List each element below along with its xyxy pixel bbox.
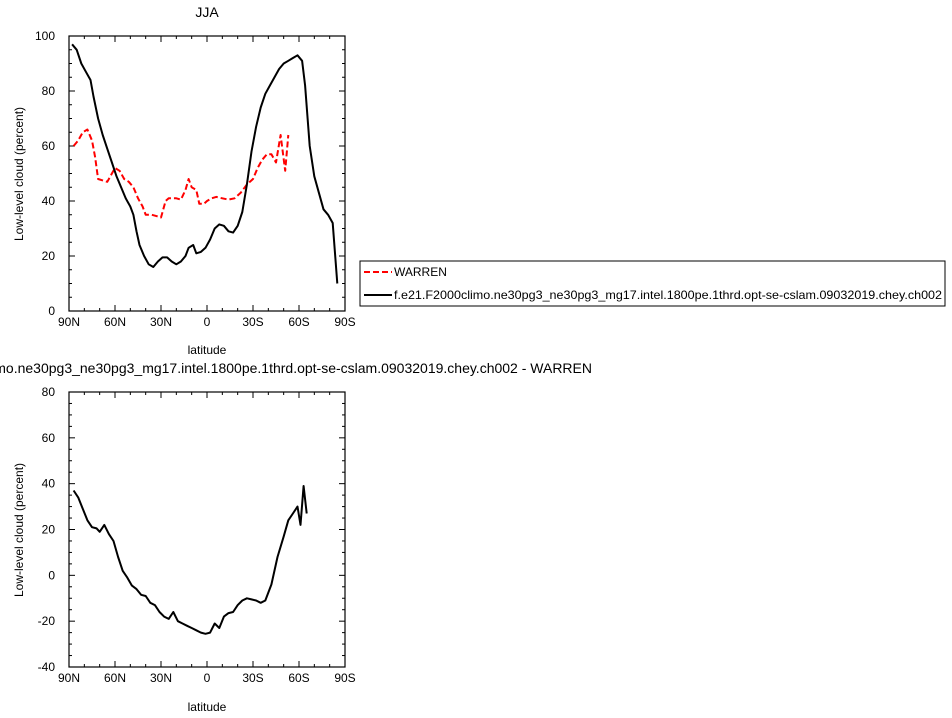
bottom-series-line-0 xyxy=(72,485,308,635)
bottom-x-tick-label: 30N xyxy=(150,671,172,685)
top-series-line-1 xyxy=(71,43,339,284)
top-plot-frame xyxy=(68,35,346,312)
top-y-tick-label: 80 xyxy=(42,84,56,98)
legend-label-warren: WARREN xyxy=(394,265,447,279)
top-x-tick-label: 0 xyxy=(204,315,211,329)
bottom-x-tick-label: 90S xyxy=(334,671,355,685)
top-y-tick-label: 100 xyxy=(35,29,55,43)
top-x-tick-label: 90N xyxy=(58,315,80,329)
top-y-axis-label: Low-level cloud (percent) xyxy=(12,107,26,241)
top-series-line-0 xyxy=(72,128,290,219)
bottom-x-tick-label: 30S xyxy=(242,671,263,685)
bottom-y-axis-label: Low-level cloud (percent) xyxy=(12,463,26,597)
top-x-tick-label: 60S xyxy=(288,315,309,329)
top-y-tick-label: 40 xyxy=(42,194,56,208)
top-x-tick-label: 30N xyxy=(150,315,172,329)
legend-label-model: f.e21.F2000climo.ne30pg3_ne30pg3_mg17.in… xyxy=(394,288,942,302)
legend-box xyxy=(359,260,946,307)
top-x-axis-label: latitude xyxy=(188,343,227,357)
top-x-tick-label: 90S xyxy=(334,315,355,329)
top-x-tick-label: 30S xyxy=(242,315,263,329)
top-y-tick-label: 0 xyxy=(48,304,55,318)
top-panel-title: JJA xyxy=(195,4,219,20)
bottom-y-tick-label: -20 xyxy=(38,614,56,628)
bottom-plot-frame xyxy=(68,391,346,668)
bottom-x-tick-label: 60S xyxy=(288,671,309,685)
top-x-tick-label: 60N xyxy=(104,315,126,329)
bottom-panel: f.e21.F2000climo.ne30pg3_ne30pg3_mg17.in… xyxy=(0,360,592,714)
bottom-x-tick-label: 90N xyxy=(58,671,80,685)
bottom-y-tick-label: 60 xyxy=(42,431,56,445)
bottom-y-tick-label: -40 xyxy=(38,660,56,674)
top-panel: JJA 90N 60N 30N 0 30S 60S 90S 0 20 40 60 80 100 lati… xyxy=(12,4,356,357)
bottom-y-tick-label: 0 xyxy=(48,568,55,582)
bottom-panel-title: f.e21.F2000climo.ne30pg3_ne30pg3_mg17.in… xyxy=(0,360,592,376)
bottom-y-tick-label: 20 xyxy=(42,523,56,537)
bottom-x-tick-label: 60N xyxy=(104,671,126,685)
top-y-tick-label: 20 xyxy=(42,249,56,263)
bottom-y-tick-label: 80 xyxy=(42,385,56,399)
top-y-tick-label: 60 xyxy=(42,139,56,153)
legend: WARREN f.e21.F2000climo.ne30pg3_ne30pg3_… xyxy=(359,260,946,307)
bottom-x-axis-label: latitude xyxy=(188,700,227,714)
bottom-x-tick-label: 0 xyxy=(204,671,211,685)
bottom-y-tick-label: 40 xyxy=(42,477,56,491)
